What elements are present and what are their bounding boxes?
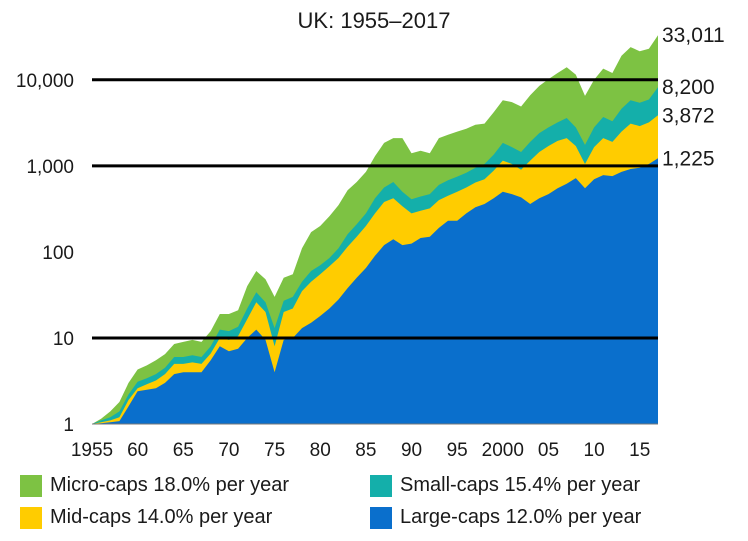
legend-swatch-micro-caps [20,474,42,497]
x-tick-label: 1955 [71,440,113,461]
y-tick-label: 1,000 [26,157,74,178]
legend-swatch-large-caps [370,506,392,529]
end-value-label: 8,200 [662,76,715,99]
x-tick-label: 95 [447,440,468,461]
legend-label-large-caps: Large-caps 12.0% per year [400,506,642,528]
x-tick-label: 80 [310,440,331,461]
y-tick-label: 10,000 [16,71,74,92]
x-tick-label: 2000 [482,440,524,461]
legend-label-mid-caps: Mid-caps 14.0% per year [50,506,273,528]
legend-item-micro-caps: Micro-caps 18.0% per year [20,474,289,497]
legend-label-small-caps: Small-caps 15.4% per year [400,474,641,496]
legend-swatch-small-caps [370,474,392,497]
x-tick-label: 85 [355,440,376,461]
legend-item-large-caps: Large-caps 12.0% per year [370,506,641,529]
end-value-label: 33,011 [662,24,725,47]
y-tick-label: 1 [63,415,74,436]
legend: Micro-caps 18.0% per year Small-caps 15.… [0,468,748,538]
legend-label-micro-caps: Micro-caps 18.0% per year [50,474,289,496]
x-tick-label: 15 [629,440,650,461]
x-tick-label: 05 [538,440,559,461]
legend-item-small-caps: Small-caps 15.4% per year [370,474,640,497]
x-tick-label: 60 [127,440,148,461]
end-value-label: 3,872 [662,104,715,127]
x-tick-label: 90 [401,440,422,461]
x-tick-label: 10 [584,440,605,461]
y-tick-label: 10 [53,329,74,350]
legend-swatch-mid-caps [20,506,42,529]
x-tick-label: 75 [264,440,285,461]
x-tick-label: 65 [173,440,194,461]
legend-item-mid-caps: Mid-caps 14.0% per year [20,506,272,529]
end-value-label: 1,225 [662,147,715,170]
chart-title: UK: 1955–2017 [297,8,451,33]
x-tick-label: 70 [218,440,239,461]
y-tick-label: 100 [42,243,74,264]
series-area-large-caps [92,158,658,425]
area-chart: 1 10 100 1,000 10,000 1955 60 65 70 75 80 85 90 95 200… [16,24,725,461]
